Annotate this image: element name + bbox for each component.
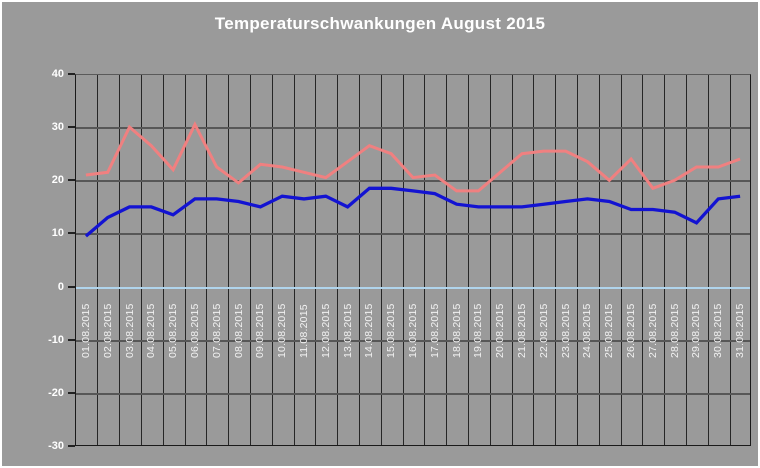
x-axis-label: 26.08.2015	[625, 303, 638, 358]
y-axis-label: -10	[48, 333, 64, 346]
gridline-vertical	[642, 75, 644, 445]
x-axis-label: 07.08.2015	[210, 303, 223, 358]
gridline-vertical	[533, 75, 535, 445]
gridline-vertical	[162, 75, 164, 445]
chart-title: Temperaturschwankungen August 2015	[214, 14, 546, 33]
gridline-horizontal	[76, 127, 750, 130]
x-axis-label: 16.08.2015	[407, 303, 419, 358]
red-series-line	[85, 121, 741, 193]
gridline-vertical	[598, 75, 600, 445]
y-axis-tick	[68, 126, 75, 129]
x-axis-label: 03.08.2015	[123, 303, 136, 358]
x-axis-label: 31.08.2015	[734, 303, 747, 358]
x-axis-label: 30.08.2015	[712, 303, 725, 358]
y-axis-label: -30	[48, 440, 64, 452]
x-axis-label: 27.08.2015	[646, 303, 659, 358]
x-axis-label: 14.08.2015	[363, 303, 376, 358]
gridline-horizontal	[76, 392, 750, 395]
y-axis-label: 10	[51, 227, 64, 240]
plot-area	[75, 74, 751, 446]
x-axis-label: 12.08.2015	[319, 303, 332, 358]
gridline-horizontal	[76, 180, 750, 183]
gridline-vertical	[686, 75, 688, 445]
x-axis-label: 11.08.2015	[297, 303, 310, 358]
x-axis-label: 17.08.2015	[428, 303, 441, 358]
y-axis-tick	[68, 445, 75, 447]
gridline-vertical	[664, 75, 666, 445]
gridline-vertical	[271, 75, 273, 445]
y-axis-tick	[68, 391, 75, 394]
x-axis-label: 10.08.2015	[276, 303, 289, 358]
blue-series-line	[84, 186, 741, 238]
gridline-vertical	[424, 75, 426, 445]
y-axis-label: -20	[48, 386, 64, 399]
gridline-vertical	[184, 75, 186, 445]
x-axis-label: 04.08.2015	[145, 303, 158, 358]
gridline-horizontal	[76, 339, 750, 342]
gridline-vertical	[707, 75, 709, 445]
x-axis-label: 08.08.2015	[232, 303, 245, 358]
gridline-vertical	[293, 75, 295, 445]
gridline-vertical	[315, 75, 317, 445]
y-axis-tick	[68, 285, 75, 288]
x-axis-label: 21.08.2015	[516, 303, 529, 358]
y-axis-label: 30	[51, 121, 64, 134]
x-axis-label: 19.08.2015	[472, 303, 485, 358]
x-axis-label: 23.08.2015	[559, 303, 572, 358]
gridline-vertical	[446, 75, 448, 445]
gridline-vertical	[555, 75, 557, 445]
x-axis-label: 13.08.2015	[341, 303, 354, 358]
x-axis-label: 20.08.2015	[494, 303, 507, 358]
x-axis-label: 06.08.2015	[188, 303, 201, 358]
y-axis-tick	[68, 73, 75, 75]
x-axis-label: 09.08.2015	[254, 303, 267, 358]
y-axis-tick	[68, 232, 75, 235]
x-axis-label: 24.08.2015	[581, 303, 594, 358]
gridline-vertical	[577, 75, 579, 445]
gridline-vertical	[206, 75, 208, 445]
x-axis-label: 29.08.2015	[690, 303, 703, 358]
x-axis-label: 15.08.2015	[385, 303, 398, 358]
x-axis-label: 05.08.2015	[167, 303, 180, 358]
gridline-vertical	[119, 75, 121, 445]
gridline-horizontal	[76, 233, 750, 236]
gridline-vertical	[468, 75, 470, 445]
gridline-vertical	[249, 75, 251, 445]
gridline-vertical	[358, 75, 360, 445]
gridline-vertical	[511, 75, 513, 445]
x-axis-label: 28.08.2015	[668, 303, 681, 358]
gridline-vertical	[402, 75, 404, 445]
x-axis-label: 02.08.2015	[101, 303, 114, 358]
y-axis-tick	[68, 338, 75, 341]
x-axis-label: 18.08.2015	[450, 303, 463, 358]
gridline-vertical	[337, 75, 339, 445]
gridline-vertical	[729, 75, 731, 445]
gridline-vertical	[489, 75, 491, 445]
y-axis-label: 0	[57, 280, 64, 293]
x-axis-label: 22.08.2015	[537, 303, 550, 358]
series-svg	[84, 121, 741, 238]
gridline-vertical	[97, 75, 99, 445]
x-axis-label: 25.08.2015	[603, 303, 616, 358]
gridline-vertical	[380, 75, 382, 445]
y-axis-tick	[68, 179, 75, 182]
gridline-vertical	[140, 75, 142, 445]
zero-gridline	[76, 286, 750, 289]
gridline-vertical	[228, 75, 230, 445]
y-axis-label: 40	[51, 68, 64, 80]
gridline-vertical	[620, 75, 622, 445]
x-axis-label: 01.08.2015	[79, 303, 92, 358]
y-axis-label: 20	[51, 174, 64, 187]
